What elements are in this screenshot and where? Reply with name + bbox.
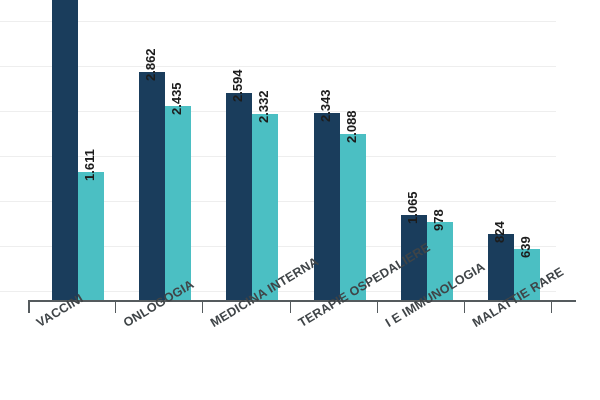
bar (313, 113, 340, 300)
x-axis-tick (551, 301, 553, 313)
bar-value-label: 978 (430, 209, 446, 232)
bar-value-label: 2.435 (169, 82, 185, 116)
bar (52, 0, 78, 300)
x-axis-tick (29, 301, 30, 313)
bar (226, 93, 253, 300)
bar (165, 106, 192, 300)
bar (514, 249, 540, 300)
x-axis-tick (115, 301, 117, 313)
x-axis-tick (28, 301, 29, 313)
bar-value-label: 2.343 (317, 89, 333, 123)
x-axis-tick (289, 301, 291, 313)
bar (426, 222, 453, 300)
bar-value-label: 1.065 (404, 191, 420, 225)
bar-value-label: 1.611 (82, 148, 97, 181)
plot-area: 1.611 2.862 2.435 2.594 2.332 2.343 2.088 1.065… (0, 0, 556, 300)
gridline (0, 66, 556, 67)
x-axis-tick (464, 301, 465, 313)
x-axis-tick (376, 301, 378, 313)
bars-layer: 1.611 2.862 2.435 2.594 2.332 2.343 2.088 1.065… (52, 0, 540, 300)
bar (139, 72, 166, 300)
x-axis-line (28, 300, 576, 302)
bar (400, 215, 427, 300)
bar-value-label: 824 (492, 221, 507, 244)
gridline (0, 21, 556, 22)
bar (488, 234, 514, 300)
bar-value-label: 2.862 (143, 48, 159, 82)
bar-value-label: 2.332 (256, 90, 272, 124)
x-axis-tick (202, 301, 204, 313)
bar-value-label: 2.594 (230, 69, 246, 103)
bar (78, 171, 104, 300)
bar-value-label: 2.088 (343, 110, 359, 143)
gridline (0, 111, 556, 112)
bar-value-label: 639 (518, 236, 533, 259)
bar (252, 114, 279, 300)
bar (339, 133, 366, 300)
